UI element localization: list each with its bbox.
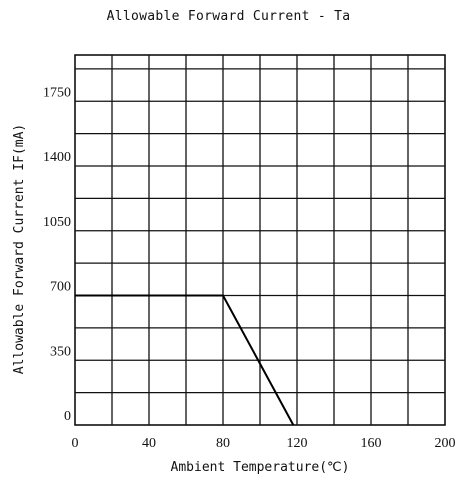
x-tick-label-1: 40 xyxy=(142,436,156,451)
y-tick-label-4: 1400 xyxy=(43,150,71,165)
y-tick-label-0: 0 xyxy=(64,409,71,424)
plot-frame xyxy=(74,54,446,426)
x-tick-label-0: 0 xyxy=(72,436,79,451)
x-tick-label-4: 160 xyxy=(361,436,382,451)
y-tick-labels: 0 350 700 1050 1400 1750 xyxy=(43,85,71,424)
x-tick-label-3: 120 xyxy=(287,436,308,451)
y-tick-label-3: 1050 xyxy=(43,215,71,230)
x-axis-label: Ambient Temperature(℃) xyxy=(170,460,350,475)
plot-border xyxy=(74,54,446,426)
series-group xyxy=(74,294,295,426)
x-tick-label-5: 200 xyxy=(435,436,456,451)
grid xyxy=(75,55,445,425)
y-axis-label: Allowable Forward Current IF(mA) xyxy=(12,123,27,375)
x-tick-labels: 0 40 80 120 160 200 xyxy=(72,436,456,451)
x-tick-label-2: 80 xyxy=(216,436,230,451)
y-tick-label-2: 700 xyxy=(50,280,71,295)
chart-title: Allowable Forward Current - Ta xyxy=(106,9,351,24)
y-tick-label-1: 350 xyxy=(50,344,71,359)
y-tick-label-5: 1750 xyxy=(43,85,71,100)
